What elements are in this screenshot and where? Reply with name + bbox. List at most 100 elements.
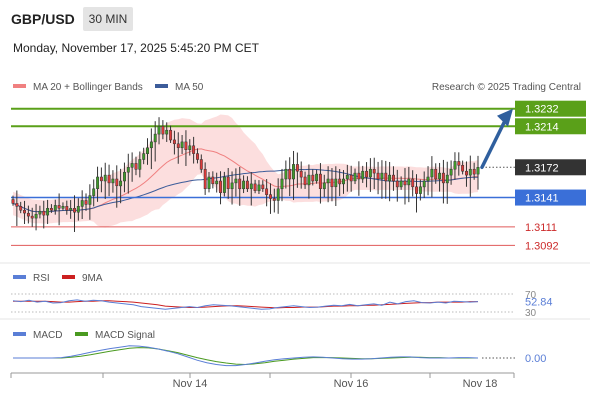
candle-body: [30, 215, 34, 219]
candle-body: [61, 206, 65, 209]
candle-body: [388, 174, 392, 182]
candle-body: [207, 176, 211, 189]
candle-body: [80, 200, 84, 207]
rsi-ma-line: [13, 300, 478, 309]
candle-body: [365, 170, 369, 178]
projection-arrow-shaft: [480, 120, 506, 170]
candle-body: [96, 176, 100, 189]
candle-body: [38, 210, 42, 215]
candle-body: [253, 183, 257, 191]
rsi-current-value: 52.84: [525, 297, 553, 309]
resistance-tag-1: [515, 118, 586, 135]
current-price-label: 1.3172: [525, 162, 559, 174]
candle-body: [292, 164, 295, 180]
candle-body: [180, 141, 184, 149]
candle-body: [284, 168, 288, 180]
candle-body: [42, 210, 46, 216]
ma50-legend-label: MA 50: [175, 82, 204, 93]
candle-body: [434, 168, 438, 180]
candle-body: [472, 168, 476, 175]
candle-body: [211, 176, 215, 185]
candle-body: [357, 172, 361, 180]
candle-body: [203, 168, 207, 189]
projection-arrow-head: [497, 108, 513, 127]
macd-legend-swatch: [13, 332, 26, 336]
candle-body: [422, 180, 426, 188]
rsi-tick-upper: 70: [525, 290, 537, 301]
symbol-title: GBP/USD: [11, 11, 75, 27]
candle-body: [468, 168, 472, 176]
candle-body: [119, 180, 123, 187]
price-panel: 1.3232 1.3214 1.3172 1.3141 1.3111 1.3092: [11, 100, 586, 252]
candle-body: [153, 133, 157, 143]
ma20-legend-swatch: [13, 84, 26, 88]
macd-legend: MACD MACD Signal: [13, 330, 155, 341]
candle-body: [138, 159, 142, 170]
candle-body: [188, 145, 192, 150]
candle-body: [453, 161, 457, 170]
credit-label: Research © 2025 Trading Central: [432, 82, 581, 93]
candle-body: [126, 167, 130, 173]
candle-body: [276, 188, 280, 201]
time-axis: Nov 14 Nov 16 Nov 18: [10, 372, 515, 390]
candle-body: [107, 174, 111, 184]
candle-body: [330, 178, 334, 188]
candle-body: [349, 174, 353, 182]
candle-body: [372, 168, 376, 174]
candle-body: [342, 178, 345, 185]
candle-body: [303, 176, 307, 186]
candle-body: [219, 180, 222, 193]
candle-body: [395, 180, 399, 188]
candle-body: [361, 170, 365, 180]
candle-body: [461, 165, 465, 172]
candle-body: [411, 178, 415, 188]
candle-body: [142, 153, 146, 160]
rsi-legend: RSI 9MA: [13, 273, 103, 284]
candle-body: [449, 168, 453, 176]
candle-body: [380, 172, 384, 180]
candle-body: [88, 195, 92, 205]
main-legend: MA 20 + Bollinger Bands MA 50 Research ©…: [13, 82, 581, 93]
timestamp: Monday, November 17, 2025 5:45:20 PM CET: [13, 41, 259, 55]
candle-body: [84, 200, 88, 205]
timeframe-badge[interactable]: 30 MIN: [83, 7, 133, 31]
candle-body: [322, 182, 326, 190]
pivot-label-3: 1.3141: [525, 193, 559, 205]
time-axis-label-0: Nov 14: [173, 378, 208, 390]
candle-body: [288, 168, 292, 180]
candle-body: [49, 208, 53, 211]
candle-body: [334, 178, 338, 188]
candle-body: [403, 180, 407, 186]
candle-body: [418, 186, 422, 194]
current-price-tag: [515, 159, 586, 176]
candle-body: [280, 178, 284, 190]
pivot-tag-3: [515, 189, 586, 206]
macd-signal-legend-label: MACD Signal: [95, 330, 155, 341]
candle-body: [438, 172, 442, 180]
candle-body: [169, 129, 173, 141]
candle-body: [265, 188, 269, 195]
candle-body: [465, 170, 468, 176]
bollinger-band: [13, 114, 478, 228]
ma20-legend-label: MA 20 + Bollinger Bands: [33, 82, 143, 93]
resistance-tag-0: [515, 100, 586, 117]
candle-body: [353, 172, 357, 182]
candle-body: [215, 180, 219, 185]
candle-body: [57, 205, 61, 209]
candle-body: [184, 141, 188, 150]
candle-body: [23, 209, 26, 214]
candle-body: [11, 199, 15, 204]
candle-body: [115, 178, 119, 187]
ma50-legend-swatch: [155, 84, 168, 88]
candle-body: [157, 126, 161, 135]
candle-body: [242, 180, 246, 190]
candle-body: [65, 206, 69, 211]
candle-body: [249, 183, 253, 190]
candle-body: [326, 178, 330, 184]
candle-body: [415, 186, 418, 194]
rsi-legend-label: RSI: [33, 273, 50, 284]
candle-body: [69, 208, 73, 211]
candle-body: [103, 174, 107, 182]
